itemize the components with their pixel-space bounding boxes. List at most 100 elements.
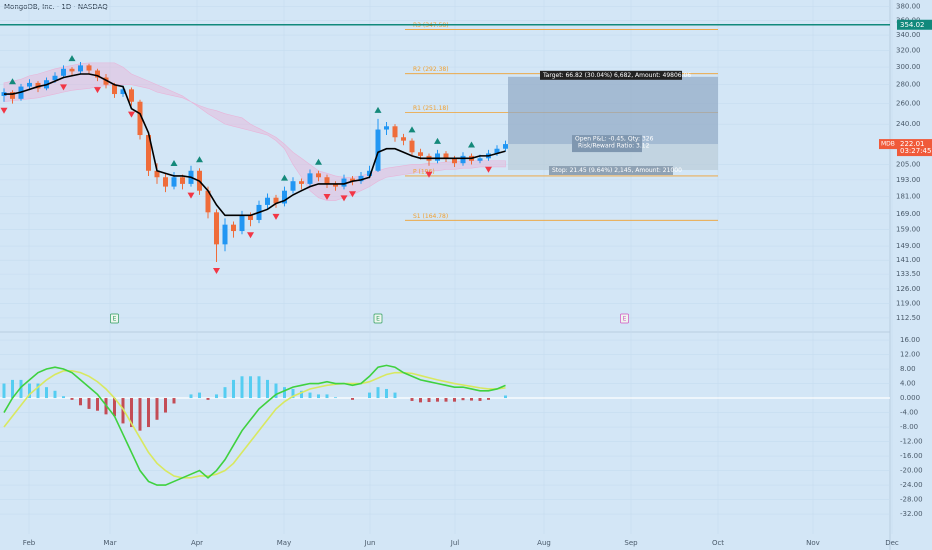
candle-body [401,137,406,141]
histogram-bar [393,392,397,399]
cloud [3,62,506,201]
candle-body [214,212,219,245]
candle-body [146,135,151,171]
histogram-bar [385,388,388,399]
histogram-bar [427,398,431,403]
candle-body [86,65,92,71]
down-marker [247,232,254,239]
histogram-bar [291,388,295,399]
candle-body [350,178,355,182]
symbol-label: MDB [881,141,895,148]
y-tick-label: 8.00 [900,365,916,373]
stop-tag [549,166,673,176]
candle-body [392,126,398,138]
y-tick-label: -28.00 [900,496,923,504]
candle-body [460,155,466,164]
candle-body [273,197,279,204]
candle-body [341,178,347,187]
down-marker [0,107,8,114]
x-tick-label: Apr [191,539,203,547]
histogram-bar [410,398,414,401]
histogram-bar [334,397,337,399]
candle-body [35,82,41,89]
y-tick-label: -16.00 [900,452,923,460]
down-marker [485,166,492,173]
up-marker [281,174,288,181]
histogram-bar [232,379,235,399]
candle-body [503,144,508,149]
histogram-bar [87,398,91,409]
histogram-bar [28,383,31,399]
histogram-bar [121,398,125,424]
candle-body [69,68,75,72]
event-label: E [113,315,117,322]
pivot-label: S1 (164.78) [413,213,448,220]
histogram-bar [79,398,82,406]
histogram-bar [138,398,142,431]
histogram-bar [2,383,6,399]
y-tick-label: -24.00 [900,481,923,489]
candle-body [358,175,364,182]
candle-body [163,177,168,187]
histogram-bar [436,398,439,402]
y-tick-label: -8.00 [900,423,918,431]
y-tick-label: 340.00 [896,31,921,39]
histogram-bar [351,398,354,400]
histogram-bar [266,379,269,399]
x-tick-label: Nov [806,539,820,547]
y-tick-label: 126.00 [896,285,921,293]
up-marker [374,106,382,113]
candle-body [95,70,100,78]
histogram-bar [198,392,201,399]
histogram-bar [444,398,448,402]
candle-body [10,92,15,99]
histogram-bar [257,376,261,399]
candle-body [154,170,160,178]
pnl-tag [572,135,642,153]
down-marker [94,87,101,94]
histogram-bar [155,398,159,420]
x-tick-label: Jun [364,539,376,547]
candle-body [409,140,415,153]
histogram-bar [113,398,116,417]
candle-body [307,173,313,184]
down-marker [187,192,195,199]
candle-body [265,197,270,205]
down-marker [349,191,356,198]
histogram-bar [19,379,23,399]
histogram-bar [164,398,167,413]
down-marker [323,193,331,200]
y-tick-label: 320.00 [896,47,921,55]
y-tick-label: 380.00 [896,3,921,11]
x-tick-label: Jul [450,539,460,547]
y-tick-label: 193.00 [896,176,921,184]
candle-body [333,183,338,187]
y-tick-label: 133.50 [896,270,921,278]
symbol-tag [879,139,897,150]
down-marker [213,267,220,274]
x-tick-label: Oct [712,539,724,547]
candle-body [316,173,321,178]
alert-tag [897,19,932,30]
target-text: Target: 66.82 (30.04%) 6,682, Amount: 49… [542,72,691,79]
candle-body [452,158,457,164]
candle-body [248,215,253,220]
x-tick-label: Feb [23,539,36,547]
histogram-bar [62,396,65,399]
candle-body [324,177,330,184]
up-marker [68,55,76,62]
histogram-bar [172,398,176,404]
event-label: E [376,315,380,322]
histogram-bar [470,398,473,401]
y-tick-label: 141.00 [896,256,921,264]
baseline [4,73,506,217]
histogram-bar [215,394,218,399]
histogram-bar [36,383,40,399]
alert-label: 354.02 [900,21,925,29]
target-zone [508,76,718,145]
y-tick-label: 280.00 [896,81,921,89]
candle-body [52,75,58,81]
histogram-bar [325,394,329,399]
histogram-bar [96,398,99,411]
